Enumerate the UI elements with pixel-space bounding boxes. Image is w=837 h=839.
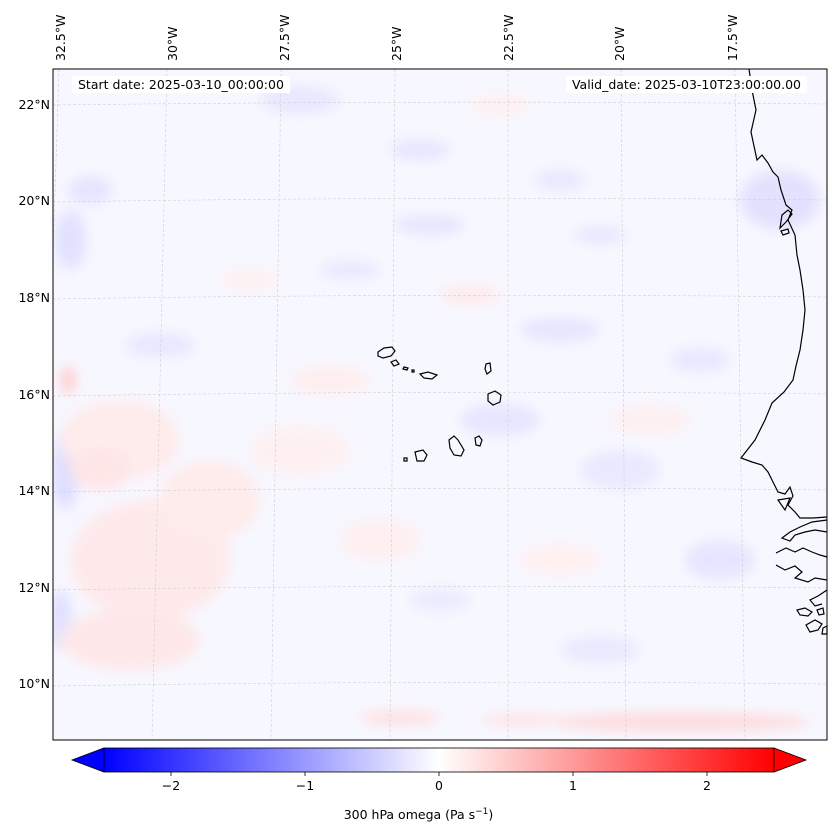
colorbar-tick-label: −2 <box>161 778 181 793</box>
colorbar-extend-high <box>773 747 808 773</box>
santo-antao-island <box>377 346 396 359</box>
lon-label-22-5w: 22.5°W <box>501 14 516 61</box>
maio-island <box>474 435 483 447</box>
lat-label-12n: 12°N <box>18 580 50 595</box>
colorbar-tick-label: −1 <box>295 778 315 793</box>
lon-label-17-5w: 17.5°W <box>725 14 740 61</box>
brava-island <box>403 457 408 462</box>
lon-label-20w: 20°W <box>612 26 627 61</box>
lat-label-20n: 20°N <box>18 193 50 208</box>
colorbar-tick-label: 0 <box>435 778 443 793</box>
lat-label-10n: 10°N <box>18 676 50 691</box>
colorbar-tick-label: 2 <box>703 778 711 793</box>
sao-nicolau-island <box>418 371 439 380</box>
boa-vista-island <box>487 390 502 406</box>
colorbar-bar <box>103 747 775 773</box>
africa-coastline <box>740 68 828 635</box>
lon-label-30w: 30°W <box>165 26 180 61</box>
lat-label-16n: 16°N <box>18 387 50 402</box>
islet <box>411 369 415 373</box>
start-date-label: Start date: 2025-03-10_00:00:00 <box>72 76 290 93</box>
lon-label-25w: 25°W <box>389 26 404 61</box>
fogo-island <box>414 449 428 462</box>
gridlines <box>53 69 827 740</box>
valid-date-label: Valid_date: 2025-03-10T23:00:00.00 <box>565 76 807 93</box>
sao-vicente-island <box>390 359 400 367</box>
lon-label-27-5w: 27.5°W <box>277 14 292 61</box>
santa-luzia-island <box>402 366 409 371</box>
colorbar-tick-label: 1 <box>569 778 577 793</box>
sal-island <box>484 362 492 375</box>
colorbar <box>70 747 808 776</box>
lat-label-14n: 14°N <box>18 483 50 498</box>
santiago-island <box>448 435 465 457</box>
omega-field <box>53 69 827 740</box>
lon-label-32-5w: 32.5°W <box>53 14 68 61</box>
map-frame <box>52 68 828 741</box>
colorbar-extend-low <box>70 747 105 773</box>
colorbar-label: 300 hPa omega (Pa s−1) <box>343 807 494 823</box>
lat-label-22n: 22°N <box>18 97 50 112</box>
lat-label-18n: 18°N <box>18 290 50 305</box>
cape-verde-coastline <box>377 346 502 462</box>
